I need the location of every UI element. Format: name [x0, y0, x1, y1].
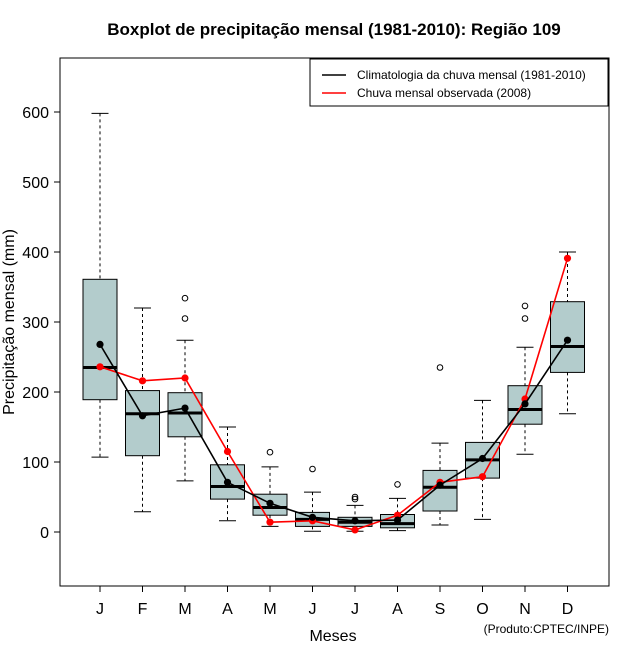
- legend-observed-label: Chuva mensal observada (2008): [357, 86, 531, 100]
- observed-point-3: [181, 374, 189, 382]
- observed-point-1: [96, 363, 104, 371]
- y-axis: 0 100 200 300 400 500 600: [22, 105, 60, 542]
- outlier-1: [351, 493, 359, 501]
- outlier-0: [394, 481, 401, 488]
- x-tick-label-5: J: [309, 601, 317, 618]
- outlier-0: [436, 364, 444, 371]
- y-tick-label-600: 600: [22, 105, 49, 122]
- legend-climatology-label: Climatologia da chuva mensal (1981-2010): [357, 68, 586, 82]
- climatology-point-4: [223, 478, 232, 486]
- climatology-point-7: [351, 517, 359, 525]
- x-tick-label-6: J: [351, 601, 359, 618]
- outlier-0: [351, 495, 359, 503]
- x-tick-label-9: O: [476, 601, 488, 618]
- product-credit: (Produto:CPTEC/INPE): [484, 622, 609, 636]
- box-month-3: [167, 294, 203, 482]
- climatology-point-2: [138, 412, 147, 420]
- y-tick-label-100: 100: [22, 455, 49, 472]
- y-tick-label-200: 200: [22, 385, 49, 402]
- iqr-box: [550, 301, 585, 373]
- chart-title: Boxplot de precipitação mensal (1981-201…: [107, 20, 561, 39]
- y-tick-label-0: 0: [40, 525, 49, 542]
- x-tick-label-4: M: [263, 601, 276, 618]
- iqr-box: [125, 390, 160, 457]
- box-month-2: [125, 307, 160, 513]
- observed-point-4: [223, 447, 232, 456]
- box-month-4: [210, 426, 245, 522]
- box-month-12: [550, 251, 585, 415]
- y-tick-label-500: 500: [22, 175, 49, 192]
- outlier-1: [521, 302, 529, 310]
- climatology-point-9: [436, 481, 444, 489]
- boxes-group: [82, 112, 585, 532]
- outlier-0: [309, 465, 316, 473]
- observed-point-7: [351, 526, 359, 534]
- legend: Climatologia da chuva mensal (1981-2010)…: [309, 58, 609, 107]
- observed-series-line: [99, 258, 569, 531]
- box-month-11: [507, 302, 543, 455]
- x-tick-label-3: A: [222, 601, 233, 618]
- legend-box: [309, 58, 609, 107]
- climatology-point-11: [521, 400, 529, 408]
- observed-point-12: [563, 254, 572, 262]
- climatology-series-line: [99, 339, 569, 522]
- climatology-point-5: [266, 499, 274, 507]
- x-tick-label-2: M: [178, 601, 191, 618]
- x-tick-label-7: A: [392, 601, 403, 618]
- x-tick-label-10: N: [519, 601, 531, 618]
- x-axis-title: Meses: [309, 628, 356, 645]
- observed-point-5: [266, 518, 274, 526]
- climatology-point-10: [478, 454, 487, 463]
- y-axis-title: Precipitação mensal (mm): [1, 229, 18, 415]
- climatology-point-1: [96, 340, 104, 348]
- y-tick-label-400: 400: [22, 245, 49, 262]
- iqr-box: [82, 278, 118, 401]
- x-tick-label-8: S: [435, 601, 446, 618]
- observed-point-2: [138, 377, 147, 385]
- climatology-point-8: [393, 516, 402, 524]
- box-month-1: [82, 112, 118, 458]
- y-tick-label-300: 300: [22, 315, 49, 332]
- x-tick-label-0: J: [96, 601, 104, 618]
- outlier-0: [521, 315, 529, 322]
- observed-point-10: [478, 473, 487, 481]
- outlier-0: [266, 448, 274, 456]
- outlier-1: [181, 294, 189, 302]
- x-tick-label-11: D: [562, 601, 574, 618]
- climatology-point-3: [181, 404, 189, 412]
- x-tick-label-1: F: [138, 601, 148, 618]
- box-month-9: [422, 364, 458, 526]
- outlier-0: [181, 315, 189, 322]
- climatology-point-12: [563, 336, 572, 344]
- climatology-point-6: [308, 513, 317, 521]
- box-month-5: [252, 448, 288, 527]
- series-lines-group: [96, 254, 572, 534]
